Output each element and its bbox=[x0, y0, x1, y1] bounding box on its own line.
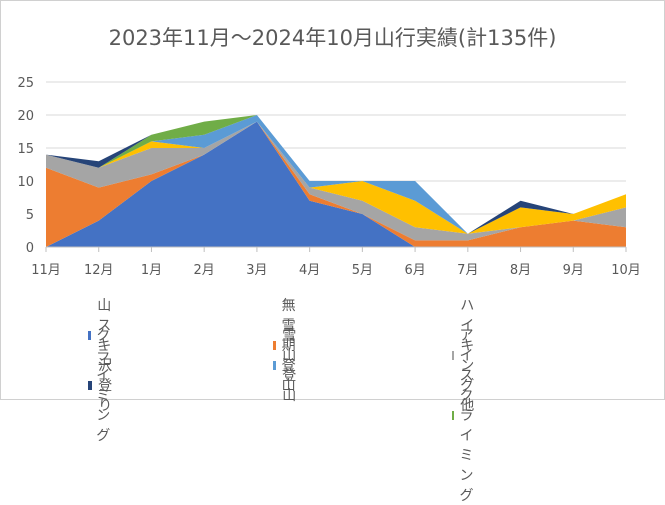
area-series-4 bbox=[46, 115, 626, 234]
x-tick-label: 11月 bbox=[31, 263, 61, 278]
x-tick-label: 1月 bbox=[141, 263, 162, 278]
x-tick-label: 3月 bbox=[246, 263, 267, 278]
x-tick-label: 9月 bbox=[563, 263, 584, 278]
legend-item: 山スキー bbox=[88, 295, 117, 375]
tick-labels: 0 5 10 15 20 25 11月 12月 1月 2月 3月 4月 5月 6月 7月 8月 9月 10月 bbox=[17, 76, 640, 278]
legend-swatch bbox=[88, 330, 92, 340]
y-tick-label: 20 bbox=[17, 109, 34, 124]
axes bbox=[45, 246, 627, 252]
y-tick-label: 5 bbox=[26, 208, 34, 223]
y-tick-label: 0 bbox=[26, 241, 34, 256]
legend-swatch bbox=[273, 360, 277, 370]
legend-swatch bbox=[273, 340, 276, 350]
legend-label: 沢登り bbox=[98, 358, 113, 414]
x-tick-label: 8月 bbox=[510, 263, 531, 278]
legend-label: 無雪期登山 bbox=[281, 298, 296, 394]
y-tick-label: 15 bbox=[17, 142, 34, 157]
chart-svg: 0 5 10 15 20 25 11月 12月 1月 2月 3月 4月 5月 6月 7月 8月 9月 10月 bbox=[17, 76, 640, 278]
y-tick-label: 25 bbox=[17, 76, 34, 91]
area-series-2 bbox=[46, 121, 626, 241]
series-areas bbox=[46, 115, 626, 247]
legend-item: 雪山登山 bbox=[273, 325, 302, 405]
x-tick-label: 2月 bbox=[194, 263, 215, 278]
x-tick-label: 6月 bbox=[404, 263, 425, 278]
legend-item: 沢登り bbox=[88, 355, 117, 415]
legend-label: アイスクライミング bbox=[459, 328, 474, 504]
x-tick-label: 10月 bbox=[611, 263, 641, 278]
legend-item: アイスクライミング bbox=[452, 325, 481, 505]
x-tick-label: 4月 bbox=[299, 263, 320, 278]
y-tick-label: 10 bbox=[17, 175, 34, 190]
area-series-0 bbox=[46, 121, 626, 247]
area-series-1 bbox=[46, 121, 626, 247]
x-tick-label: 7月 bbox=[457, 263, 478, 278]
x-tick-label: 5月 bbox=[352, 263, 373, 278]
legend-swatch bbox=[452, 350, 455, 360]
legend-label: 山スキー bbox=[97, 298, 112, 374]
legend-swatch bbox=[88, 380, 93, 390]
legend-label: 雪山登山 bbox=[282, 328, 297, 404]
chart-title: 2023年11月～2024年10月山行実績(計135件) bbox=[108, 26, 557, 50]
x-tick-label: 12月 bbox=[84, 263, 114, 278]
legend-swatch bbox=[452, 410, 454, 420]
legend-item: 無雪期登山 bbox=[273, 295, 302, 395]
